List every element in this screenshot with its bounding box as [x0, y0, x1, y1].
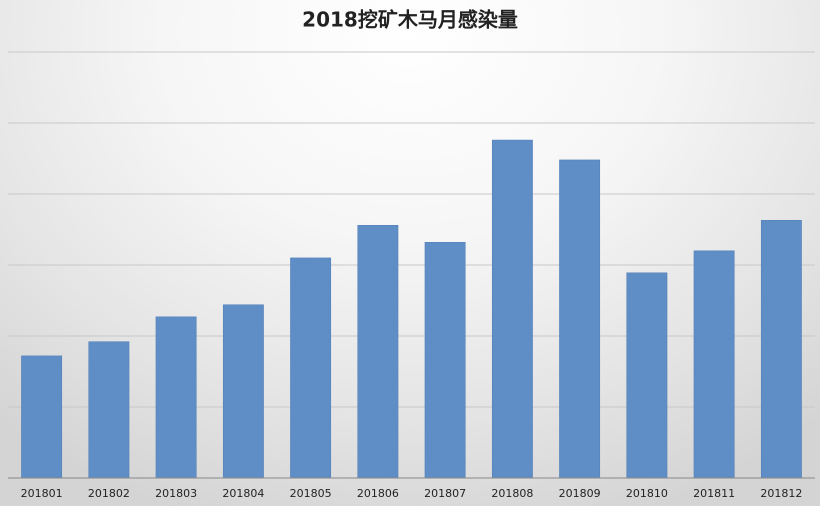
bar: [88, 341, 130, 479]
x-tick-label: 201802: [88, 487, 130, 500]
chart-title: 2018挖矿木马月感染量: [302, 8, 518, 32]
x-tick-label: 201811: [693, 487, 735, 500]
bar: [155, 316, 197, 479]
bar: [760, 220, 802, 479]
bar: [559, 159, 601, 479]
x-tick-label: 201806: [357, 487, 399, 500]
x-tick-label: 201810: [626, 487, 668, 500]
bar: [424, 242, 466, 479]
bar: [626, 272, 668, 479]
x-tick-label: 201805: [290, 487, 332, 500]
bar: [357, 224, 399, 479]
bar: [693, 250, 735, 479]
bar: [222, 304, 264, 479]
x-tick-label: 201803: [155, 487, 197, 500]
bar: [290, 257, 332, 479]
bar: [21, 355, 63, 479]
x-tick-label: 201809: [559, 487, 601, 500]
x-tick-label: 201801: [21, 487, 63, 500]
x-tick-label: 201812: [760, 487, 802, 500]
x-tick-label: 201807: [424, 487, 466, 500]
x-tick-label: 201804: [222, 487, 264, 500]
bar: [491, 139, 533, 479]
x-tick-label: 201808: [491, 487, 533, 500]
